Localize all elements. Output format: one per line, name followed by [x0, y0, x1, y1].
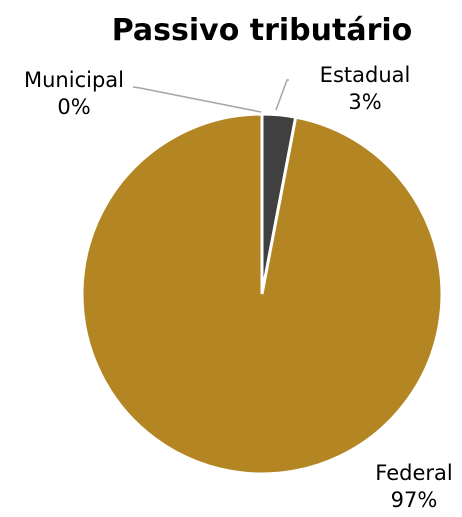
data-label-estadual: Estadual 3% — [320, 63, 411, 114]
data-label-percent: 97% — [391, 488, 438, 512]
data-label-federal: Federal 97% — [375, 461, 452, 512]
chart-title: Passivo tributário — [112, 13, 413, 48]
data-label-category: Estadual — [320, 63, 411, 87]
data-labels: Estadual 3% Federal 97% Municipal 0% — [24, 63, 453, 512]
pie-slices — [80, 112, 444, 476]
pie-slice-federal — [80, 112, 444, 476]
data-label-category: Municipal — [24, 68, 124, 92]
leader-line-estadual — [275, 79, 289, 111]
data-label-percent: 0% — [57, 95, 90, 119]
leader-lines — [132, 79, 289, 113]
data-label-category: Federal — [375, 461, 452, 485]
data-label-municipal: Municipal 0% — [24, 68, 124, 119]
data-label-percent: 3% — [348, 90, 381, 114]
leader-line-municipal — [132, 86, 262, 113]
